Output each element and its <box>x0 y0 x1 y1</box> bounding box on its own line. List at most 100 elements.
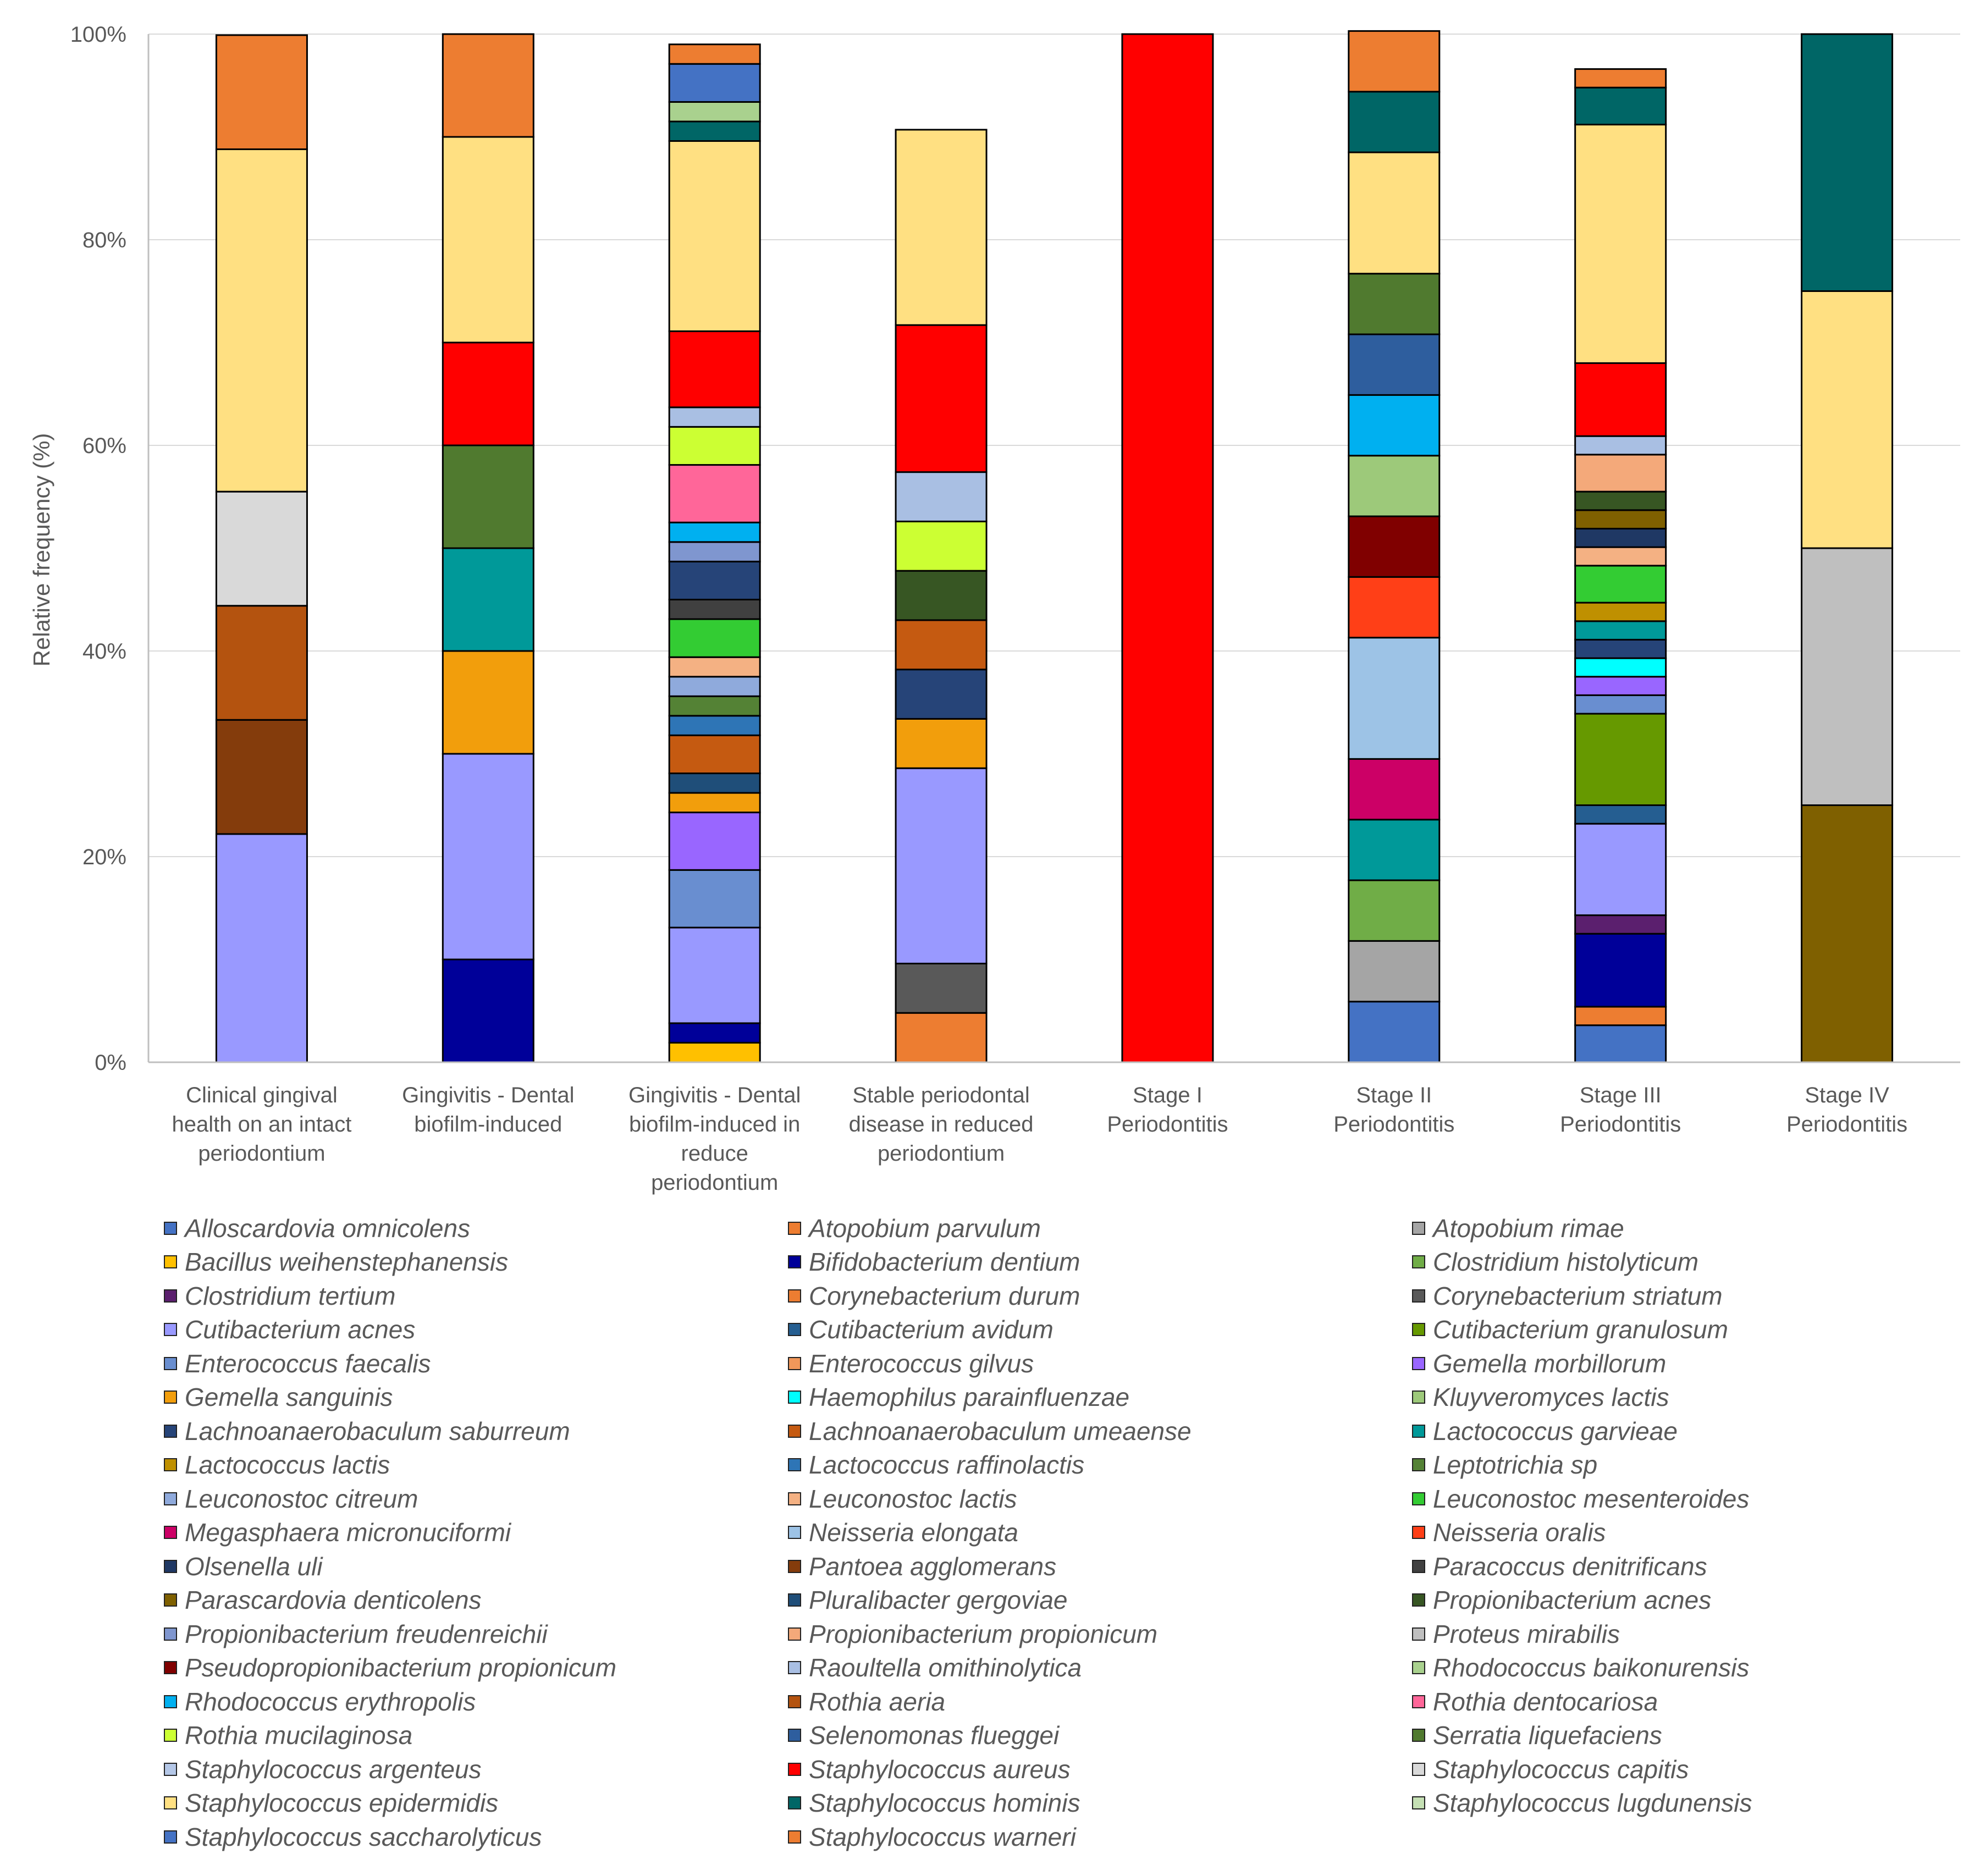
bar-segment <box>1348 333 1441 396</box>
x-category-label: Clinical gingival <box>186 1083 338 1107</box>
legend-swatch <box>1412 1627 1425 1641</box>
bar-segment <box>1801 547 1894 806</box>
legend-entry: Olsenella uli <box>164 1549 788 1583</box>
legend-label: Lachnoanaerobaculum saburreum <box>185 1416 570 1445</box>
bar-segment <box>1348 30 1441 93</box>
bar-segment <box>1348 940 1441 1003</box>
bar-segment <box>1574 362 1667 437</box>
bar-segment <box>1574 435 1667 456</box>
legend-entry: Lachnoanaerobaculum saburreum <box>164 1414 788 1448</box>
legend-swatch <box>788 1830 801 1844</box>
legend-entry: Staphylococcus argenteus <box>164 1752 788 1786</box>
legend-label: Lactococcus raffinolactis <box>809 1450 1085 1480</box>
legend-swatch <box>1412 1526 1425 1540</box>
legend-entry: Gemella sanguinis <box>164 1381 788 1415</box>
legend-entry: Proteus mirabilis <box>1412 1617 1945 1651</box>
bar-segment <box>668 541 761 562</box>
bar-segment <box>442 444 534 549</box>
legend-label: Atopobium rimae <box>1433 1213 1624 1243</box>
legend-entry: Rhodococcus baikonurensis <box>1412 1651 1945 1685</box>
legend-entry: Propionibacterium propionicum <box>788 1617 1412 1651</box>
legend-label: Corynebacterium striatum <box>1433 1281 1723 1310</box>
bar-segment <box>668 560 761 600</box>
legend-swatch <box>788 1492 801 1505</box>
bar-segment <box>215 719 308 835</box>
legend-swatch <box>788 1695 801 1708</box>
bar-segment <box>442 958 534 1063</box>
bar-segment <box>668 695 761 717</box>
legend-label: Haemophilus parainfluenzae <box>809 1383 1130 1412</box>
legend-entry: Atopobium rimae <box>1412 1211 1945 1245</box>
legend-swatch <box>164 1323 177 1337</box>
legend-swatch <box>164 1830 177 1844</box>
legend-swatch <box>1412 1458 1425 1472</box>
bar-segment <box>1574 602 1667 622</box>
bar-segment <box>1348 879 1441 942</box>
x-category-label: health on an intact <box>172 1112 351 1136</box>
legend-label: Staphylococcus capitis <box>1433 1754 1689 1784</box>
legend-entry: Leuconostoc mesenteroides <box>1412 1482 1945 1516</box>
legend-swatch <box>788 1289 801 1303</box>
bar-segment <box>895 619 988 671</box>
legend-swatch <box>788 1729 801 1742</box>
bar-segment <box>1121 33 1214 1063</box>
legend-entry: Clostridium histolyticum <box>1412 1245 1945 1279</box>
bar-segment <box>1574 546 1667 567</box>
legend-swatch <box>788 1661 801 1675</box>
legend-label: Staphylococcus epidermidis <box>185 1789 499 1818</box>
legend-label: Clostridium tertium <box>185 1281 396 1310</box>
bar-segment <box>668 406 761 428</box>
legend-entry: Staphylococcus capitis <box>1412 1752 1945 1786</box>
legend-entry: Bacillus weihenstephanensis <box>164 1245 788 1279</box>
legend-label: Parascardovia denticolens <box>185 1586 482 1615</box>
bar-segment <box>442 753 534 961</box>
legend-label: Cutibacterium granulosum <box>1433 1315 1728 1344</box>
legend-entry: Staphylococcus epidermidis <box>164 1786 788 1820</box>
legend-swatch <box>164 1695 177 1708</box>
bar-segment <box>1574 933 1667 1008</box>
bar-segment <box>1801 290 1894 549</box>
legend-label: Pluralibacter gergoviae <box>809 1586 1068 1615</box>
legend-label: Leuconostoc mesenteroides <box>1433 1484 1750 1513</box>
legend-label: Leptotrichia sp <box>1433 1450 1598 1480</box>
legend-label: Neisseria oralis <box>1433 1518 1606 1547</box>
legend-entry: Staphylococcus aureus <box>788 1752 1412 1786</box>
legend-swatch <box>1412 1221 1425 1235</box>
bar-segment <box>1801 804 1894 1063</box>
bar-segment <box>1348 758 1441 821</box>
legend-label: Rhodococcus baikonurensis <box>1433 1653 1750 1682</box>
legend-entry: Lactococcus raffinolactis <box>788 1448 1412 1482</box>
legend-entry: Lachnoanaerobaculum umeaense <box>788 1414 1412 1448</box>
bar-segment <box>1574 1006 1667 1027</box>
x-category-label: Stage IV <box>1805 1083 1889 1107</box>
legend-entry: Pantoea agglomerans <box>788 1549 1412 1583</box>
legend-swatch <box>1412 1391 1425 1404</box>
x-category-label: Stage III <box>1580 1083 1662 1107</box>
legend-swatch <box>164 1492 177 1505</box>
legend-swatch <box>788 1559 801 1573</box>
bar-segment <box>895 1012 988 1063</box>
bar-segment <box>1348 819 1441 881</box>
legend-label: Rothia dentocariosa <box>1433 1687 1658 1716</box>
bar-segment <box>1574 620 1667 641</box>
legend-label: Bacillus weihenstephanensis <box>185 1248 509 1277</box>
x-category-label: biofilm-induced in <box>629 1112 800 1136</box>
legend: Alloscardovia omnicolens Atopobium parvul… <box>164 1211 1945 1854</box>
bar-segment <box>668 676 761 697</box>
bar-segment <box>1348 394 1441 457</box>
bar-segment <box>1348 637 1441 760</box>
bar-segment <box>1348 455 1441 517</box>
axes: 0% 20% 40% 60% 80% 100% Clinical gingival healt… <box>70 23 1960 1195</box>
bar-segment <box>668 792 761 814</box>
legend-entry: Kluyveromyces lactis <box>1412 1381 1945 1415</box>
legend-swatch <box>1412 1323 1425 1337</box>
bar-segment <box>1574 823 1667 917</box>
x-category-label: Periodontitis <box>1333 1112 1454 1136</box>
legend-entry: Lactococcus lactis <box>164 1448 788 1482</box>
bar-segment <box>1348 576 1441 639</box>
legend-label: Leuconostoc citreum <box>185 1484 418 1513</box>
legend-label: Staphylococcus hominis <box>809 1789 1080 1818</box>
x-category-label: periodontium <box>198 1141 325 1166</box>
bar-segment <box>1348 273 1441 335</box>
legend-swatch <box>164 1289 177 1303</box>
